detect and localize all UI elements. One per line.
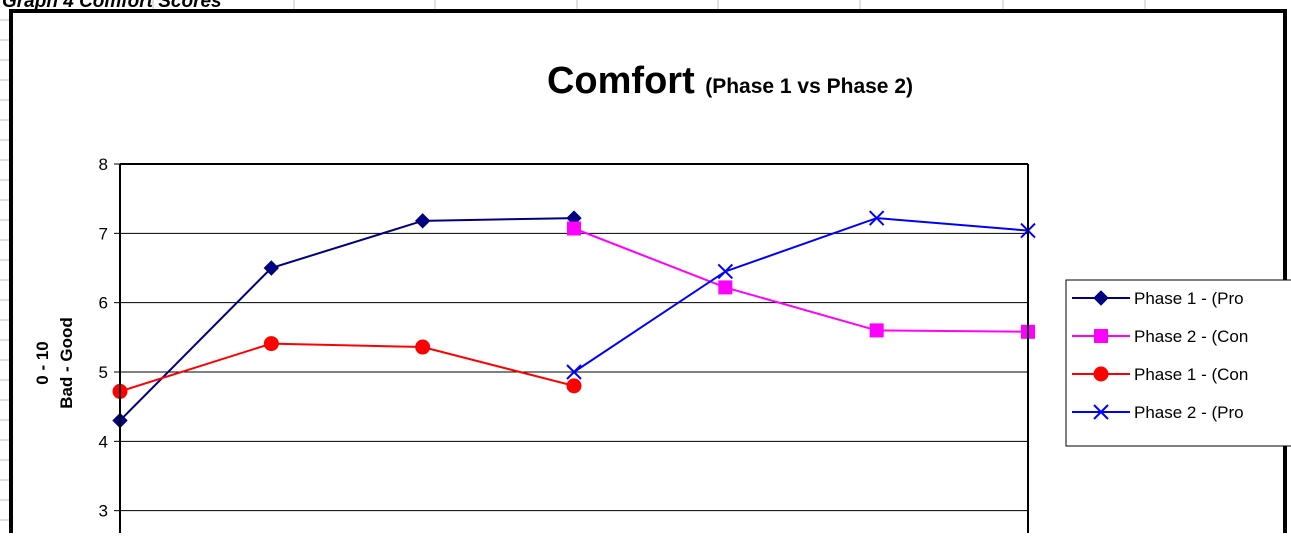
y-axis-label-line1: 0 - 10 xyxy=(33,341,52,384)
legend-item[interactable]: Phase 1 - (Con xyxy=(1072,365,1248,384)
series-3 xyxy=(112,336,582,399)
y-tick-label: 7 xyxy=(99,224,108,243)
legend-box xyxy=(1065,279,1291,447)
legend-marker[interactable] xyxy=(1093,290,1109,306)
data-point[interactable] xyxy=(717,263,734,280)
y-tick-labels: 3 4 5 6 7 8 xyxy=(99,155,120,521)
series-layer xyxy=(112,210,1036,429)
legend-label: Phase 1 - (Con xyxy=(1134,365,1248,384)
data-point[interactable] xyxy=(868,210,885,226)
y-tick-label: 5 xyxy=(99,363,108,382)
legend-marker[interactable] xyxy=(1093,404,1109,420)
series-1 xyxy=(112,210,582,429)
data-point[interactable] xyxy=(263,336,279,352)
y-axis-label-line2: Bad - Good xyxy=(57,317,76,409)
chart-area-border[interactable] xyxy=(9,9,1287,538)
y-axis-label: 0 - 10 Bad - Good xyxy=(33,317,76,409)
data-point[interactable] xyxy=(718,280,733,295)
legend[interactable]: Phase 1 - (Pro Phase 2 - (Con Phase 1 - (C… xyxy=(1065,279,1291,447)
data-point[interactable] xyxy=(567,221,581,236)
data-point[interactable] xyxy=(566,364,582,380)
legend-label: Phase 2 - (Pro xyxy=(1134,403,1244,422)
series-4 xyxy=(566,210,1036,380)
series-line[interactable] xyxy=(119,217,575,422)
series-line[interactable] xyxy=(573,217,1029,373)
y-tick-label: 3 xyxy=(99,502,108,521)
chart-title-main: Comfort xyxy=(547,60,695,102)
data-point[interactable] xyxy=(414,213,431,229)
data-point[interactable] xyxy=(869,323,884,338)
plot-area[interactable]: 3 4 5 6 7 8 xyxy=(99,155,1036,533)
legend-item[interactable]: Phase 1 - (Pro xyxy=(1072,289,1244,308)
y-tick-label: 6 xyxy=(99,294,108,313)
legend-marker[interactable] xyxy=(1094,329,1108,343)
legend-item[interactable]: Phase 2 - (Pro xyxy=(1072,403,1244,422)
series-line[interactable] xyxy=(119,342,575,393)
legend-item[interactable]: Phase 2 - (Con xyxy=(1072,327,1248,346)
chart-title: Comfort (Phase 1 vs Phase 2) xyxy=(547,60,913,102)
series-line[interactable] xyxy=(573,227,1029,333)
sheet-caption: Graph 4 Comfort Scores xyxy=(2,0,222,12)
y-tick-label: 4 xyxy=(99,432,108,451)
data-point[interactable] xyxy=(566,378,582,394)
legend-label: Phase 2 - (Con xyxy=(1134,327,1248,346)
y-tick-label: 8 xyxy=(99,155,108,174)
series-2 xyxy=(567,221,1035,339)
chart-title-suffix: (Phase 1 vs Phase 2) xyxy=(705,75,913,98)
legend-marker[interactable] xyxy=(1093,366,1109,382)
data-point[interactable] xyxy=(415,339,431,355)
legend-label: Phase 1 - (Pro xyxy=(1134,289,1244,308)
data-point[interactable] xyxy=(263,260,280,276)
